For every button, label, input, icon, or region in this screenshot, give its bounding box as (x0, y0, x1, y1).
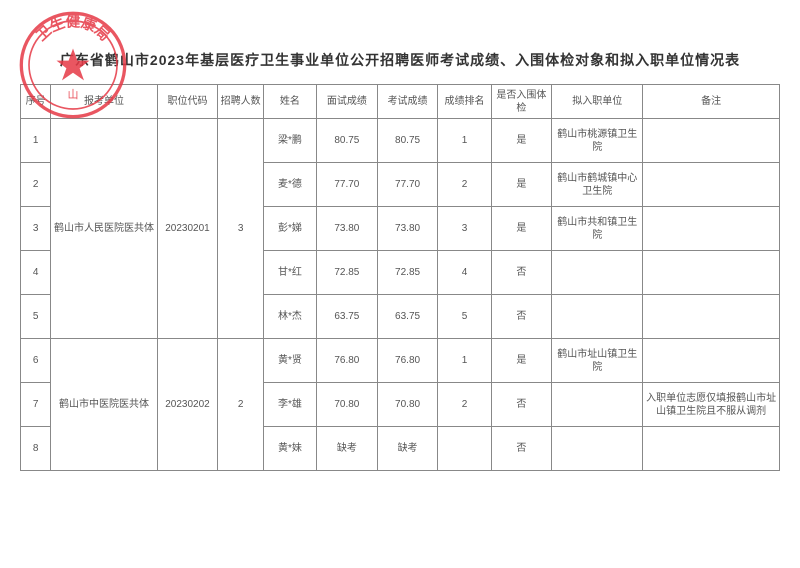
cell-note (643, 251, 780, 295)
cell-seq: 3 (21, 207, 51, 251)
cell-rank: 2 (438, 163, 491, 207)
cell-seq: 7 (21, 383, 51, 427)
header-interview: 面试成绩 (316, 85, 377, 119)
cell-physical: 否 (491, 295, 552, 339)
cell-rank: 5 (438, 295, 491, 339)
header-dest: 拟入职单位 (552, 85, 643, 119)
cell-note (643, 295, 780, 339)
cell-name: 黄*妹 (263, 427, 316, 471)
header-exam: 考试成绩 (377, 85, 438, 119)
cell-count: 3 (218, 119, 264, 339)
cell-rank: 1 (438, 119, 491, 163)
page-title: 广东省鹤山市2023年基层医疗卫生事业单位公开招聘医师考试成绩、入围体检对象和拟… (20, 50, 780, 70)
cell-interview-score: 缺考 (316, 427, 377, 471)
cell-note: 入职单位志愿仅填报鹤山市址山镇卫生院且不服从调剂 (643, 383, 780, 427)
cell-code: 20230201 (157, 119, 218, 339)
cell-dest (552, 295, 643, 339)
cell-name: 梁*鹏 (263, 119, 316, 163)
cell-dest (552, 383, 643, 427)
cell-rank: 3 (438, 207, 491, 251)
header-seq: 序号 (21, 85, 51, 119)
cell-exam-score: 63.75 (377, 295, 438, 339)
cell-exam-score: 70.80 (377, 383, 438, 427)
cell-note (643, 339, 780, 383)
cell-physical: 否 (491, 251, 552, 295)
header-physical: 是否入围体检 (491, 85, 552, 119)
cell-note (643, 119, 780, 163)
cell-physical: 是 (491, 163, 552, 207)
cell-interview-score: 80.75 (316, 119, 377, 163)
header-code: 职位代码 (157, 85, 218, 119)
cell-interview-score: 70.80 (316, 383, 377, 427)
cell-physical: 是 (491, 207, 552, 251)
cell-physical: 否 (491, 383, 552, 427)
cell-name: 彭*娣 (263, 207, 316, 251)
cell-exam-score: 80.75 (377, 119, 438, 163)
cell-physical: 是 (491, 119, 552, 163)
cell-note (643, 207, 780, 251)
cell-name: 甘*红 (263, 251, 316, 295)
cell-exam-score: 76.80 (377, 339, 438, 383)
cell-interview-score: 72.85 (316, 251, 377, 295)
cell-rank (438, 427, 491, 471)
cell-rank: 1 (438, 339, 491, 383)
cell-physical: 是 (491, 339, 552, 383)
cell-seq: 4 (21, 251, 51, 295)
cell-name: 麦*德 (263, 163, 316, 207)
cell-seq: 2 (21, 163, 51, 207)
cell-interview-score: 73.80 (316, 207, 377, 251)
cell-seq: 1 (21, 119, 51, 163)
table-row: 6鹤山市中医院医共体202302022黄*贤76.8076.801是鹤山市址山镇… (21, 339, 780, 383)
cell-seq: 6 (21, 339, 51, 383)
header-rank: 成绩排名 (438, 85, 491, 119)
cell-exam-score: 72.85 (377, 251, 438, 295)
cell-count: 2 (218, 339, 264, 471)
cell-seq: 8 (21, 427, 51, 471)
cell-name: 黄*贤 (263, 339, 316, 383)
cell-dest: 鹤山市桃源镇卫生院 (552, 119, 643, 163)
cell-rank: 2 (438, 383, 491, 427)
cell-exam-score: 73.80 (377, 207, 438, 251)
cell-dest (552, 427, 643, 471)
cell-interview-score: 63.75 (316, 295, 377, 339)
cell-seq: 5 (21, 295, 51, 339)
cell-dest: 鹤山市共和镇卫生院 (552, 207, 643, 251)
cell-name: 林*杰 (263, 295, 316, 339)
header-unit: 报考单位 (51, 85, 157, 119)
cell-code: 20230202 (157, 339, 218, 471)
header-name: 姓名 (263, 85, 316, 119)
cell-unit: 鹤山市中医院医共体 (51, 339, 157, 471)
cell-note (643, 427, 780, 471)
svg-text:卫生健康局: 卫生健康局 (33, 13, 113, 45)
cell-note (643, 163, 780, 207)
cell-physical: 否 (491, 427, 552, 471)
cell-interview-score: 76.80 (316, 339, 377, 383)
cell-dest (552, 251, 643, 295)
cell-dest: 鹤山市鹤城镇中心卫生院 (552, 163, 643, 207)
cell-exam-score: 缺考 (377, 427, 438, 471)
cell-interview-score: 77.70 (316, 163, 377, 207)
document-page: 卫生健康局 山 广东省鹤山市2023年基层医疗卫生事业单位公开招聘医师考试成绩、… (0, 0, 800, 568)
header-note: 备注 (643, 85, 780, 119)
table-row: 1鹤山市人民医院医共体202302013梁*鹏80.7580.751是鹤山市桃源… (21, 119, 780, 163)
header-count: 招聘人数 (218, 85, 264, 119)
results-table: 序号 报考单位 职位代码 招聘人数 姓名 面试成绩 考试成绩 成绩排名 是否入围… (20, 84, 780, 471)
cell-unit: 鹤山市人民医院医共体 (51, 119, 157, 339)
cell-rank: 4 (438, 251, 491, 295)
table-header-row: 序号 报考单位 职位代码 招聘人数 姓名 面试成绩 考试成绩 成绩排名 是否入围… (21, 85, 780, 119)
cell-name: 李*雄 (263, 383, 316, 427)
cell-exam-score: 77.70 (377, 163, 438, 207)
cell-dest: 鹤山市址山镇卫生院 (552, 339, 643, 383)
